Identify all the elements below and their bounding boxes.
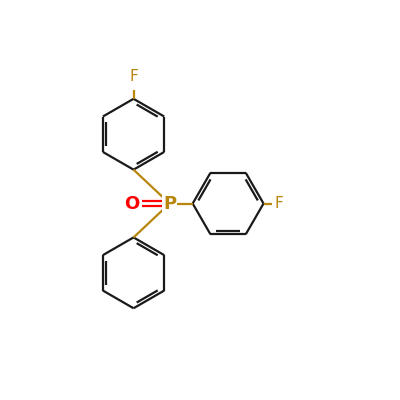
Text: F: F [129,69,138,84]
Text: O: O [124,194,140,212]
Text: F: F [275,196,283,211]
Text: P: P [163,194,176,212]
